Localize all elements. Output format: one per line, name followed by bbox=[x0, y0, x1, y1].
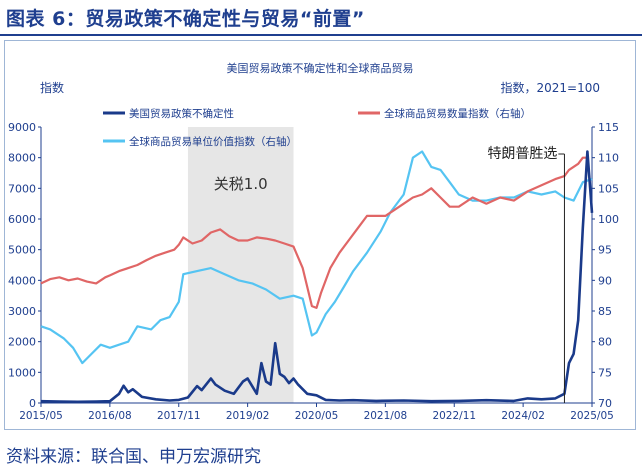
legend-label-value: 全球商品贸易单位价值指数（右轴） bbox=[129, 135, 297, 148]
title-rule bbox=[0, 34, 642, 36]
left-tick-label: 0 bbox=[29, 397, 36, 410]
source-note: 资料来源：联合国、申万宏源研究 bbox=[6, 447, 261, 467]
series-line-volume bbox=[40, 156, 588, 309]
series-line-epu bbox=[40, 150, 594, 404]
x-tick-label: 2025/05 bbox=[570, 410, 614, 422]
chart-panel bbox=[4, 40, 636, 430]
right-tick-label: 80 bbox=[598, 336, 612, 349]
right-tick-label: 70 bbox=[598, 397, 612, 410]
annotation-election: 特朗普胜选 bbox=[486, 145, 565, 403]
left-tick-label: 9000 bbox=[8, 121, 36, 134]
x-tick-label: 2017/11 bbox=[157, 410, 201, 422]
annotation-label: 特朗普胜选 bbox=[487, 146, 557, 162]
left-tick-label: 3000 bbox=[8, 305, 36, 318]
x-tick-label: 2019/02 bbox=[226, 410, 270, 422]
right-axis-title: 指数，2021=100 bbox=[501, 80, 601, 95]
right-tick-label: 110 bbox=[598, 152, 619, 165]
right-tick-label: 105 bbox=[598, 182, 619, 195]
left-axis-title: 指数 bbox=[40, 80, 64, 95]
right-tick-label: 85 bbox=[598, 305, 612, 318]
x-tick-label: 2020/05 bbox=[295, 410, 339, 422]
legend-label-volume: 全球商品贸易数量指数（右轴） bbox=[384, 107, 531, 120]
tariff-period-shade bbox=[187, 127, 294, 403]
chart-title: 美国贸易政策不确定性和全球商品贸易 bbox=[227, 61, 414, 75]
left-tick-label: 8000 bbox=[8, 152, 36, 165]
right-tick-label: 90 bbox=[598, 274, 612, 287]
legend-item-volume: 全球商品贸易数量指数（右轴） bbox=[358, 107, 531, 120]
x-tick-label: 2021/08 bbox=[364, 410, 408, 422]
tariff-period-label: 关税1.0 bbox=[214, 175, 268, 193]
legend-item-value: 全球商品贸易单位价值指数（右轴） bbox=[103, 135, 297, 148]
x-tick-label: 2022/11 bbox=[432, 410, 476, 422]
figure-title: 图表 6：贸易政策不确定性与贸易“前置” bbox=[6, 8, 365, 30]
x-tick-label: 2015/05 bbox=[19, 410, 63, 422]
x-tick-label: 2024/02 bbox=[501, 410, 545, 422]
left-tick-label: 1000 bbox=[8, 366, 36, 379]
legend-item-epu: 美国贸易政策不确定性 bbox=[103, 107, 234, 120]
legend: 美国贸易政策不确定性 全球商品贸易数量指数（右轴） 全球商品贸易单位价值指数（右… bbox=[103, 107, 531, 148]
x-tick-label: 2016/08 bbox=[88, 410, 132, 422]
left-tick-label: 4000 bbox=[8, 274, 36, 287]
left-tick-label: 5000 bbox=[8, 244, 36, 257]
right-tick-label: 100 bbox=[598, 213, 619, 226]
series-line-value bbox=[40, 150, 593, 365]
right-tick-label: 95 bbox=[598, 244, 612, 257]
left-tick-label: 6000 bbox=[8, 213, 36, 226]
left-tick-label: 2000 bbox=[8, 336, 36, 349]
legend-label-epu: 美国贸易政策不确定性 bbox=[129, 107, 234, 120]
left-tick-label: 7000 bbox=[8, 182, 36, 195]
right-tick-label: 115 bbox=[598, 121, 619, 134]
right-tick-label: 75 bbox=[598, 366, 612, 379]
